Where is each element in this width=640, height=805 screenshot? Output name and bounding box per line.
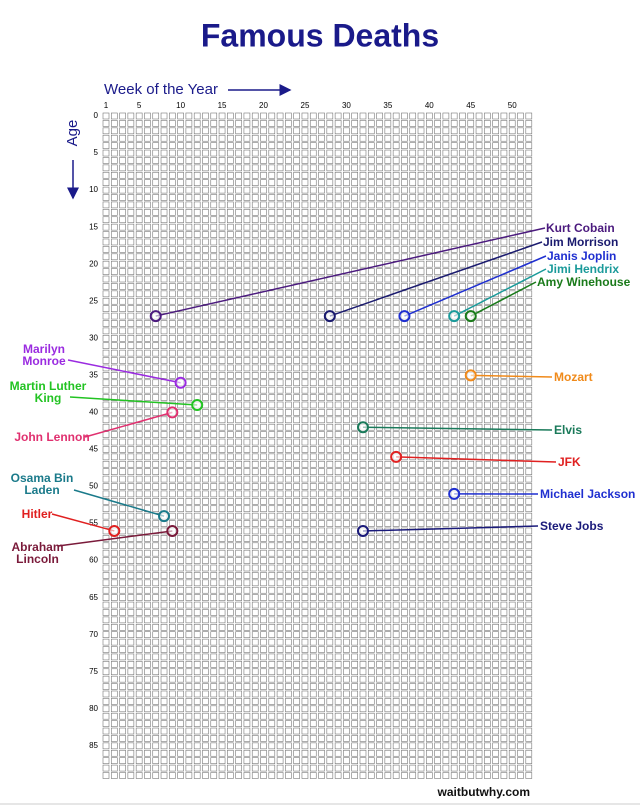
person-label: Jimi Hendrix xyxy=(547,262,620,276)
death-point xyxy=(323,310,336,323)
person-label: Abraham Lincoln xyxy=(11,540,64,566)
y-tick-label: 35 xyxy=(89,370,98,379)
x-axis-label: Week of the Year xyxy=(104,81,218,98)
leader-line xyxy=(362,426,553,431)
source: waitbutwhy.com xyxy=(437,785,530,799)
y-tick-label: 5 xyxy=(94,148,99,157)
person-label: Martin Luther King xyxy=(9,379,87,405)
leader-line xyxy=(396,456,557,463)
x-tick-label: 45 xyxy=(466,101,475,110)
death-point xyxy=(356,524,369,537)
x-tick-label: 5 xyxy=(137,101,142,110)
x-tick-label: 40 xyxy=(425,101,434,110)
x-tick-label: 10 xyxy=(176,101,185,110)
person-label: Janis Joplin xyxy=(547,249,617,263)
death-point xyxy=(448,310,461,323)
leader-line xyxy=(155,227,546,317)
x-tick-label: 25 xyxy=(301,101,310,110)
person-label: Mozart xyxy=(554,370,593,384)
y-tick-label: 40 xyxy=(89,408,98,417)
person-label: Marilyn Monroe xyxy=(22,342,66,368)
y-tick-label: 0 xyxy=(94,111,99,120)
death-point xyxy=(166,524,179,537)
leader-line xyxy=(57,530,173,547)
y-tick-label: 30 xyxy=(89,333,98,342)
y-tick-label: 45 xyxy=(89,445,98,454)
y-tick-label: 80 xyxy=(89,704,98,713)
death-point xyxy=(174,376,187,389)
y-axis-label: Age xyxy=(64,120,81,147)
person-label: Kurt Cobain xyxy=(546,221,615,235)
leader-line xyxy=(84,411,173,438)
x-tick-label: 35 xyxy=(383,101,392,110)
x-tick-label: 20 xyxy=(259,101,268,110)
chart-title: Famous Deaths xyxy=(201,17,439,53)
y-tick-label: 20 xyxy=(89,259,98,268)
person-label: JFK xyxy=(558,455,581,469)
person-label: John Lennon xyxy=(14,430,90,444)
leader-line xyxy=(329,241,543,317)
death-point xyxy=(448,487,461,500)
y-tick-label: 65 xyxy=(89,593,98,602)
death-point xyxy=(464,369,477,382)
leader-line xyxy=(404,255,547,317)
leader-line xyxy=(470,281,537,317)
person-label: Elvis xyxy=(554,423,583,437)
x-tick-label: 1 xyxy=(104,101,109,110)
y-tick-label: 50 xyxy=(89,482,98,491)
leader-line xyxy=(470,374,553,378)
y-tick-label: 70 xyxy=(89,630,98,639)
death-point xyxy=(149,310,162,323)
person-label: Amy Winehouse xyxy=(537,275,631,289)
leader-line xyxy=(67,359,181,384)
death-point xyxy=(158,510,171,523)
week-grid xyxy=(102,112,533,779)
x-tick-label: 50 xyxy=(508,101,517,110)
y-tick-label: 85 xyxy=(89,741,98,750)
person-label: Jim Morrison xyxy=(543,235,619,249)
person-label: Steve Jobs xyxy=(540,519,604,533)
person-label: Osama Bin Laden xyxy=(10,471,74,497)
y-tick-label: 60 xyxy=(89,556,98,565)
death-point xyxy=(108,524,121,537)
death-point xyxy=(356,421,369,434)
leader-line xyxy=(51,513,115,532)
y-tick-label: 25 xyxy=(89,296,98,305)
x-tick-label: 30 xyxy=(342,101,351,110)
death-point xyxy=(191,398,204,411)
y-tick-label: 55 xyxy=(89,519,98,528)
person-label: Michael Jackson xyxy=(540,487,636,501)
death-point xyxy=(464,310,477,323)
y-tick-label: 15 xyxy=(89,222,98,231)
death-point xyxy=(398,310,411,323)
person-label: Hitler xyxy=(21,507,53,521)
leader-line xyxy=(73,489,165,517)
x-tick-label: 15 xyxy=(218,101,227,110)
death-point xyxy=(390,450,403,463)
y-tick-label: 10 xyxy=(89,185,98,194)
y-tick-label: 75 xyxy=(89,667,98,676)
leader-line xyxy=(453,268,547,317)
leader-line xyxy=(69,396,198,406)
leader-line xyxy=(362,525,539,532)
death-point xyxy=(166,406,179,419)
